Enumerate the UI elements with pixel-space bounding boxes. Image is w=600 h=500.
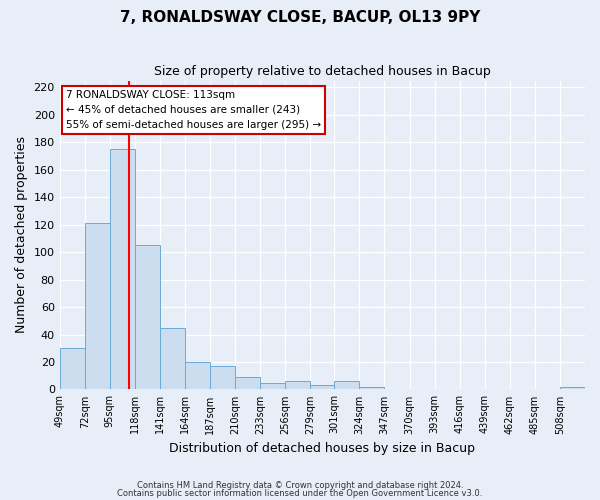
X-axis label: Distribution of detached houses by size in Bacup: Distribution of detached houses by size … — [169, 442, 475, 455]
Text: 7 RONALDSWAY CLOSE: 113sqm
← 45% of detached houses are smaller (243)
55% of sem: 7 RONALDSWAY CLOSE: 113sqm ← 45% of deta… — [66, 90, 322, 130]
Bar — [560, 386, 585, 390]
Bar — [110, 149, 135, 390]
Bar — [310, 386, 334, 390]
Bar — [185, 362, 210, 390]
Bar — [135, 246, 160, 390]
Bar — [210, 366, 235, 390]
Bar — [59, 348, 85, 390]
Bar — [334, 381, 359, 390]
Bar — [160, 328, 185, 390]
Bar — [260, 382, 285, 390]
Bar — [359, 386, 385, 390]
Text: Contains HM Land Registry data © Crown copyright and database right 2024.: Contains HM Land Registry data © Crown c… — [137, 481, 463, 490]
Bar — [235, 377, 260, 390]
Title: Size of property relative to detached houses in Bacup: Size of property relative to detached ho… — [154, 65, 491, 78]
Bar — [285, 381, 310, 390]
Text: Contains public sector information licensed under the Open Government Licence v3: Contains public sector information licen… — [118, 488, 482, 498]
Bar — [85, 224, 110, 390]
Text: 7, RONALDSWAY CLOSE, BACUP, OL13 9PY: 7, RONALDSWAY CLOSE, BACUP, OL13 9PY — [120, 10, 480, 25]
Y-axis label: Number of detached properties: Number of detached properties — [15, 136, 28, 334]
